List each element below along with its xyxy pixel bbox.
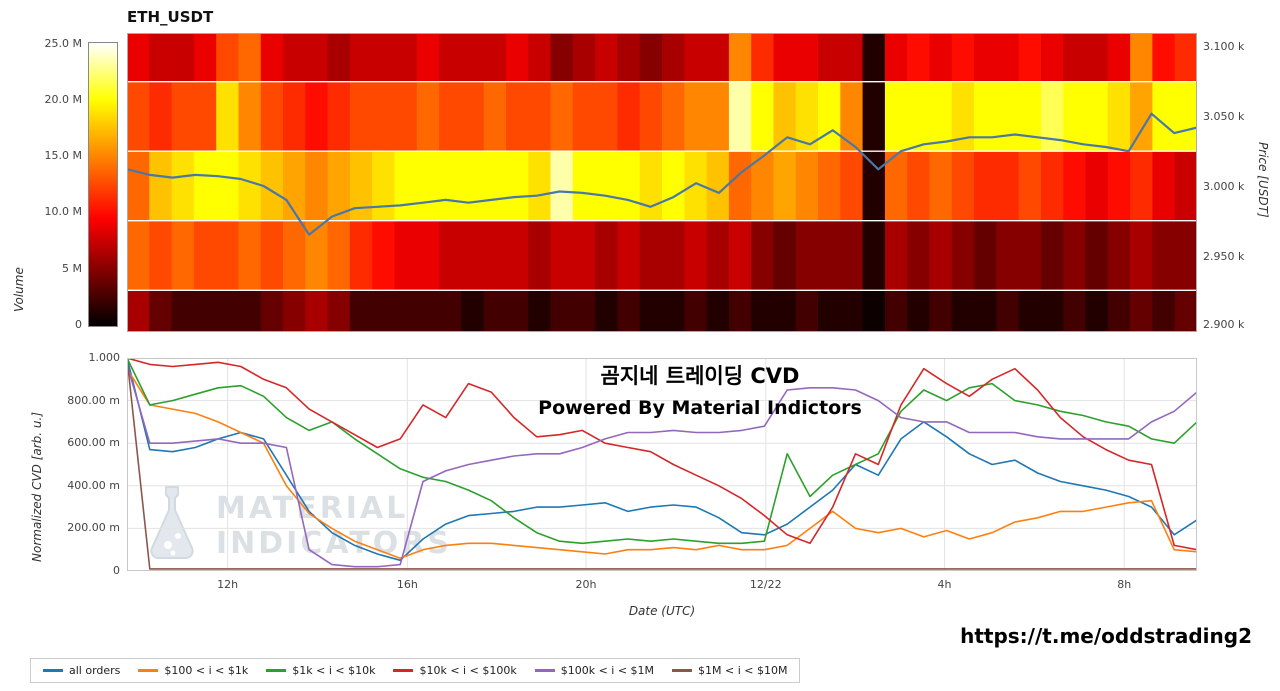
colorbar-tick-label: 25.0 M bbox=[44, 37, 82, 50]
legend-swatch bbox=[138, 669, 159, 672]
legend-item: $100k < i < $1M bbox=[534, 664, 655, 677]
watermark-text: MATERIAL INDICATORS bbox=[216, 491, 452, 561]
cvd-ytick-label: 800.00 m bbox=[67, 394, 120, 407]
legend-item-label: $1M < i < $10M bbox=[698, 664, 788, 677]
legend-item: $10k < i < $100k bbox=[393, 664, 517, 677]
overlay-title: 곰지네 트레이딩 CVD bbox=[600, 364, 800, 388]
legend-item-label: $100 < i < $1k bbox=[164, 664, 249, 677]
price-tick-label: 2.900 k bbox=[1203, 318, 1245, 331]
cvd-x-axis-label: Date (UTC) bbox=[628, 604, 696, 618]
colorbar-tick-label: 10.0 M bbox=[44, 205, 82, 218]
legend: all orders $100 < i < $1k $1k < i < $10k $1… bbox=[30, 658, 801, 683]
legend-item: $100 < i < $1k bbox=[138, 664, 248, 677]
cvd-xtick-label: 20h bbox=[575, 578, 597, 591]
price-tick-label: 3.000 k bbox=[1203, 180, 1245, 193]
price-tick-label: 3.100 k bbox=[1203, 40, 1245, 53]
chart-overlay-text: 곰지네 트레이딩 CVD Powered By Material Indicto… bbox=[420, 360, 980, 419]
watermark-line1: MATERIAL bbox=[216, 491, 409, 526]
legend-swatch bbox=[43, 669, 63, 672]
cvd-xtick-label: 12/22 bbox=[749, 578, 782, 591]
volume-heatmap bbox=[127, 33, 1197, 332]
legend-item: all orders bbox=[43, 664, 120, 677]
colorbar-tick-label: 20.0 M bbox=[44, 93, 82, 106]
legend-item: $1M < i < $10M bbox=[672, 664, 787, 677]
cvd-ytick-label: 600.00 m bbox=[67, 436, 120, 449]
price-axis-label: Price [USDT] bbox=[1256, 142, 1270, 218]
legend-item-label: $10k < i < $100k bbox=[419, 664, 517, 677]
cvd-xtick-label: 8h bbox=[1117, 578, 1132, 591]
legend-swatch bbox=[534, 669, 555, 672]
colorbar-tick-label: 5 M bbox=[62, 262, 82, 275]
telegram-link: https://t.me/oddstrading2 bbox=[960, 624, 1252, 648]
volume-axis-label: Volume bbox=[12, 267, 26, 312]
legend-item: $1k < i < $10k bbox=[266, 664, 375, 677]
legend-swatch bbox=[266, 669, 287, 672]
price-tick-label: 3.050 k bbox=[1203, 110, 1245, 123]
volume-colorbar bbox=[88, 42, 118, 327]
cvd-ytick-label: 200.00 m bbox=[67, 521, 120, 534]
cvd-ytick-label: 400.00 m bbox=[67, 479, 120, 492]
legend-swatch bbox=[672, 669, 693, 672]
flask-icon bbox=[150, 486, 194, 559]
cvd-xtick-label: 4h bbox=[937, 578, 952, 591]
cvd-xtick-label: 16h bbox=[396, 578, 418, 591]
overlay-subtitle: Powered By Material Indictors bbox=[538, 397, 862, 419]
chart-title: ETH_USDT bbox=[127, 8, 214, 26]
colorbar-tick-label: 15.0 M bbox=[44, 149, 82, 162]
cvd-xtick-label: 12h bbox=[217, 578, 239, 591]
colorbar-tick-label: 0 bbox=[75, 318, 82, 331]
cvd-ytick-label: 0 bbox=[113, 564, 120, 577]
legend-item-label: all orders bbox=[69, 664, 121, 677]
cvd-ytick-label: 1.000 bbox=[88, 351, 121, 364]
legend-item-label: $1k < i < $10k bbox=[292, 664, 376, 677]
material-indicators-watermark: MATERIAL INDICATORS bbox=[140, 483, 452, 569]
price-tick-label: 2.950 k bbox=[1203, 250, 1245, 263]
cvd-y-axis-label: Normalized CVD [arb. u.] bbox=[30, 411, 44, 562]
legend-swatch bbox=[393, 669, 414, 672]
legend-item-label: $100k < i < $1M bbox=[560, 664, 655, 677]
cvd-chart bbox=[127, 358, 1197, 571]
